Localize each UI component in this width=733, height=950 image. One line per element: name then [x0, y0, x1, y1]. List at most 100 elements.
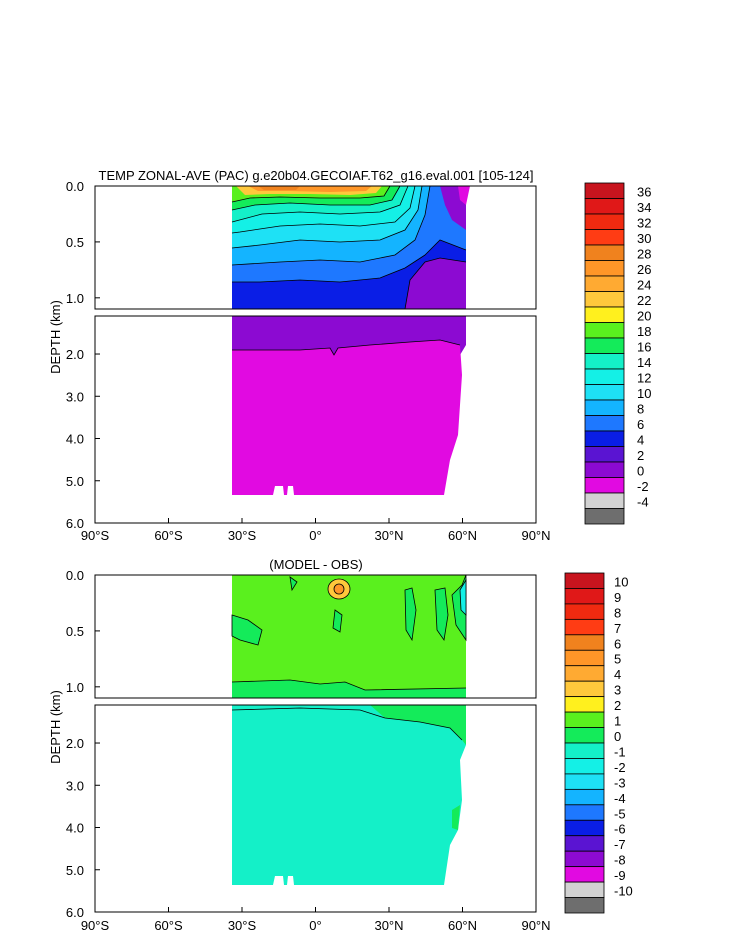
x-tick-label: 30°N — [374, 918, 403, 933]
colorbar-swatch — [564, 819, 605, 837]
colorbar-label: -2 — [614, 760, 626, 775]
colorbar-swatch — [564, 850, 605, 868]
colorbar-label: -10 — [614, 884, 633, 899]
x-tick-label: 30°S — [228, 918, 257, 933]
colorbar-label: -3 — [614, 775, 626, 790]
x-tick-label: 30°S — [228, 528, 257, 543]
y-tick-label: 3.0 — [66, 778, 84, 793]
colorbar-label: -6 — [614, 822, 626, 837]
colorbar-swatch — [564, 742, 605, 759]
colorbar-label: 16 — [637, 340, 651, 355]
colorbar-label: 2 — [614, 698, 621, 713]
panel-2-x-ticks: 90°S 60°S 30°S 0° 30°N 60°N 90°N — [81, 907, 551, 933]
colorbar-swatch — [564, 618, 605, 636]
panel-2-y-ticks: 0.0 0.5 1.0 2.0 3.0 4.0 5.0 6.0 — [66, 568, 100, 920]
panel-1-title: TEMP ZONAL-AVE (PAC) g.e20b04.GECOIAF.T6… — [99, 168, 534, 183]
x-tick-label: 0° — [309, 528, 321, 543]
panel-1-y-ticks: 0.0 0.5 1.0 2.0 3.0 4.0 5.0 6.0 — [66, 179, 100, 531]
y-tick-label: 0.0 — [66, 568, 84, 583]
colorbar-label: 36 — [637, 185, 651, 200]
colorbar-label: 0 — [614, 729, 621, 744]
colorbar-swatch — [584, 353, 625, 370]
x-tick-label: 60°S — [154, 918, 183, 933]
panel-2-upper-field — [231, 574, 467, 698]
colorbar-label: 30 — [637, 231, 651, 246]
colorbar-label: 9 — [614, 590, 621, 605]
colorbar-swatch — [564, 758, 605, 775]
panel-2-title: (MODEL - OBS) — [269, 557, 362, 572]
colorbar-label: 10 — [637, 386, 651, 401]
colorbar-label: 12 — [637, 371, 651, 386]
colorbar-swatch — [584, 306, 625, 323]
y-tick-label: 5.0 — [66, 474, 84, 489]
colorbar-swatch — [584, 430, 625, 447]
colorbar-swatch — [564, 835, 605, 852]
colorbar-swatch — [584, 260, 625, 277]
colorbar-swatch — [584, 337, 625, 354]
y-tick-label: 3.0 — [66, 389, 84, 404]
colorbar-label: -4 — [637, 495, 649, 510]
y-tick-label: 5.0 — [66, 863, 84, 878]
colorbar-swatch — [564, 711, 605, 728]
colorbar-label: -2 — [637, 479, 649, 494]
colorbar-label: 32 — [637, 216, 651, 231]
colorbar-swatch — [584, 492, 625, 509]
colorbar-label: 22 — [637, 293, 651, 308]
colorbar-label: 5 — [614, 652, 621, 667]
colorbar-label: 0 — [637, 464, 644, 479]
panel-1-upper-field — [231, 185, 470, 310]
y-tick-label: 2.0 — [66, 347, 84, 362]
panel-difference: (MODEL - OBS) DEPTH (km) 0.00.51. — [48, 557, 633, 933]
colorbar-swatch — [584, 461, 625, 478]
colorbar-swatch — [584, 415, 625, 432]
colorbar-label: 4 — [637, 433, 644, 448]
colorbar-swatch — [564, 804, 605, 821]
colorbar-label: 14 — [637, 355, 651, 370]
y-tick-label: 1.0 — [66, 291, 84, 306]
panel-1-lower-field — [232, 316, 466, 495]
colorbar-label: 20 — [637, 309, 651, 324]
colorbar-swatch — [584, 399, 625, 416]
colorbar-swatch — [584, 182, 625, 199]
colorbar-label: 34 — [637, 200, 651, 215]
colorbar-swatch — [584, 291, 625, 308]
colorbar-swatch — [564, 788, 605, 806]
colorbar-swatch — [564, 773, 605, 790]
colorbar-label: 26 — [637, 262, 651, 277]
colorbar-label: 8 — [637, 402, 644, 417]
colorbar-label: 8 — [614, 605, 621, 620]
colorbar-swatch — [564, 727, 605, 744]
colorbar-label: 10 — [614, 574, 628, 589]
colorbar-swatch — [584, 244, 625, 261]
x-tick-label: 90°N — [521, 528, 550, 543]
colorbar-swatch — [584, 446, 625, 463]
colorbar-swatch — [564, 665, 605, 682]
y-tick-label: 4.0 — [66, 821, 84, 836]
colorbar-swatch — [564, 881, 605, 898]
x-tick-label: 0° — [309, 918, 321, 933]
y-tick-label: 0.0 — [66, 179, 84, 194]
colorbar-swatch — [584, 368, 625, 385]
panel-1-x-ticks: 90°S 60°S 30°S 0° 30°N 60°N 90°N — [81, 518, 551, 543]
x-tick-label: 90°N — [521, 918, 550, 933]
colorbar-swatch — [564, 866, 605, 883]
y-tick-label: 6.0 — [66, 905, 84, 920]
colorbar-label: 6 — [637, 417, 644, 432]
panel-2-lower-field — [231, 705, 466, 885]
x-tick-label: 30°N — [374, 528, 403, 543]
colorbar-swatch — [564, 588, 605, 605]
x-tick-label: 60°S — [154, 528, 183, 543]
y-tick-label: 4.0 — [66, 432, 84, 447]
colorbar-swatch — [564, 603, 605, 620]
colorbar-label: -8 — [614, 853, 626, 868]
y-tick-label: 1.0 — [66, 680, 84, 695]
x-tick-label: 60°N — [448, 528, 477, 543]
colorbar-swatch — [584, 229, 625, 246]
colorbar-label: -9 — [614, 868, 626, 883]
y-tick-label: 6.0 — [66, 516, 84, 531]
y-tick-label: 0.5 — [66, 235, 84, 250]
colorbar-swatch — [584, 275, 625, 292]
colorbar-label: 6 — [614, 636, 621, 651]
